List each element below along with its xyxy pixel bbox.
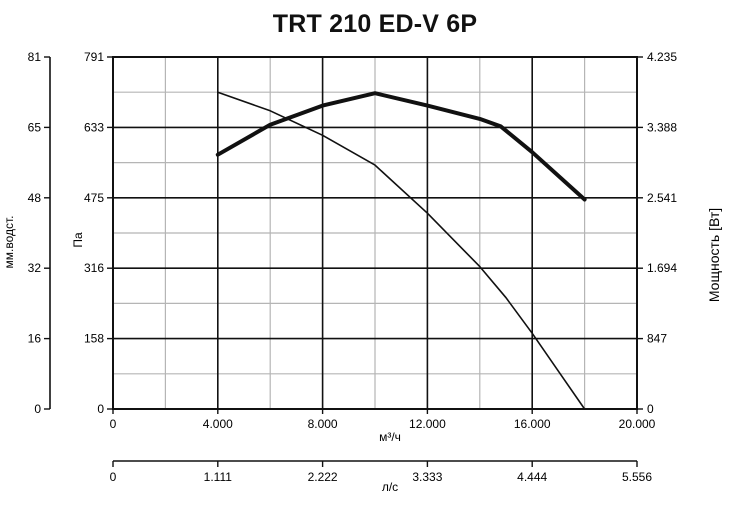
power-tick-label: 1.694	[647, 261, 677, 275]
power-curve	[215, 91, 587, 202]
mm-tick-label: 16	[28, 332, 42, 346]
pa-tick-label: 0	[97, 402, 104, 416]
mm-tick-label: 0	[34, 402, 41, 416]
minor-grid	[113, 57, 637, 409]
series-layer	[215, 91, 587, 410]
mm-tick-label: 65	[28, 120, 42, 134]
power-axis-title: Мощность [Вт]	[706, 208, 722, 302]
x2-tick-label: 4.444	[517, 470, 547, 484]
power-tick-label: 847	[647, 332, 667, 346]
pa-tick-label: 791	[84, 50, 104, 64]
mm-tick-label: 81	[28, 50, 42, 64]
pa-tick-label: 475	[84, 191, 104, 205]
x2-tick-label: 3.333	[412, 470, 442, 484]
pa-axis-title: Па	[71, 232, 85, 248]
x-tick-label: 12.000	[409, 417, 446, 431]
chart-title: TRT 210 ED-V 6P	[272, 10, 478, 38]
x2-tick-label: 1.111	[204, 470, 233, 484]
x2-tick-label: 2.222	[308, 470, 338, 484]
mm-axis-title: мм.водст.	[2, 216, 16, 269]
major-grid	[113, 57, 637, 409]
plot-frame	[112, 56, 638, 410]
x-tick-label: 8.000	[308, 417, 338, 431]
axes	[44, 56, 643, 467]
power-tick-label: 4.235	[647, 50, 677, 64]
x-tick-label: 16.000	[514, 417, 551, 431]
pa-tick-label: 633	[84, 120, 104, 134]
pa-tick-label: 316	[84, 261, 104, 275]
x2-tick-label: 0	[110, 470, 117, 484]
x2-tick-label: 5.556	[622, 470, 652, 484]
power-tick-label: 0	[647, 402, 654, 416]
power-tick-label: 2.541	[647, 191, 677, 205]
x-tick-label: 20.000	[619, 417, 656, 431]
x-tick-label: 0	[110, 417, 117, 431]
x-tick-label: 4.000	[203, 417, 233, 431]
x2-axis-title: л/с	[382, 480, 398, 494]
x-axis-title: м³/ч	[379, 430, 401, 444]
mm-tick-label: 48	[28, 191, 42, 205]
mm-tick-label: 32	[28, 261, 42, 275]
pa-tick-label: 158	[84, 332, 104, 346]
power-tick-label: 3.388	[647, 120, 677, 134]
pressure-curve	[217, 91, 586, 410]
